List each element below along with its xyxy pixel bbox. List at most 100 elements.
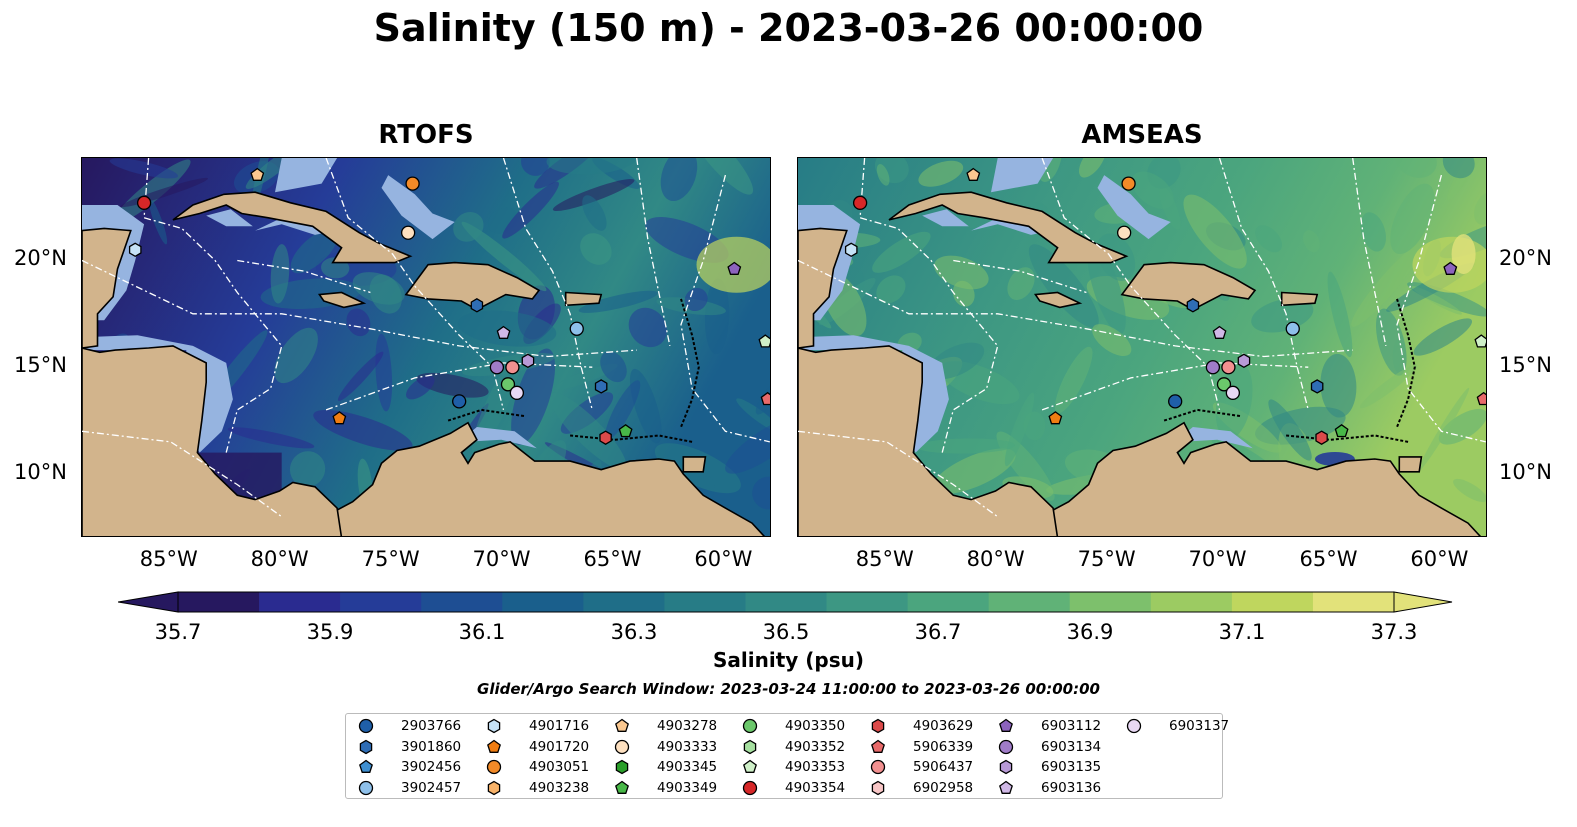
colorbar-segment: [502, 592, 584, 612]
colorbar-segment: [1231, 592, 1314, 612]
float-4903354[interactable]: [852, 195, 868, 210]
legend-marker-hexagon-icon: [359, 739, 373, 754]
legend-label: 4903278: [657, 718, 718, 734]
colorbar-segment: [826, 592, 909, 612]
float-6903134[interactable]: [1205, 360, 1221, 375]
colorbar: [117, 590, 1454, 614]
float-3901860[interactable]: [1310, 379, 1324, 394]
legend-label: 4903629: [913, 718, 974, 734]
float-4903354[interactable]: [136, 195, 152, 210]
legend-label: 4903350: [785, 718, 846, 734]
float-2903766[interactable]: [452, 394, 467, 409]
legend-marker-pentagon-icon: [999, 780, 1013, 794]
float-6903134[interactable]: [489, 360, 505, 375]
legend-label: 6903134: [1041, 738, 1102, 755]
map-panel-rtofs[interactable]: [81, 157, 771, 537]
float-3901860[interactable]: [594, 379, 608, 394]
panel-title-rtofs: RTOFS: [378, 120, 474, 150]
lon-tick-label: 75°W: [361, 547, 420, 571]
colorbar-segment: [664, 592, 746, 612]
float-5906437[interactable]: [1221, 360, 1236, 375]
float-3902457[interactable]: [1285, 321, 1300, 336]
legend-label: 6903136: [1041, 779, 1102, 796]
float-6903137[interactable]: [509, 385, 525, 400]
float-4903333[interactable]: [400, 225, 416, 240]
float-2903766[interactable]: [1168, 394, 1183, 409]
lon-tick-label: 85°W: [855, 547, 914, 571]
legend-marker-hexagon-icon: [487, 718, 501, 734]
colorbar-extend-min: [117, 591, 179, 613]
float-4903349[interactable]: [618, 424, 633, 438]
colorbar-segment: [1069, 592, 1152, 612]
float-4903353[interactable]: [1474, 334, 1487, 348]
float-4903051[interactable]: [1121, 176, 1136, 191]
legend-marker-pentagon-icon: [487, 739, 501, 753]
float-5906339[interactable]: [1476, 391, 1487, 406]
float-6903136[interactable]: [496, 325, 511, 339]
legend-marker-pentagon-icon: [615, 718, 629, 732]
colorbar-tick-label: 35.9: [306, 620, 354, 644]
float-3901860[interactable]: [1186, 298, 1200, 313]
legend-marker-circle-icon: [998, 739, 1014, 754]
colorbar-segment: [1312, 592, 1395, 612]
colorbar-segment: [259, 592, 341, 612]
float-4903051[interactable]: [405, 176, 420, 191]
float-4903333[interactable]: [1116, 225, 1132, 240]
float-3902457[interactable]: [569, 321, 584, 336]
legend-marker-hexagon-icon: [871, 718, 885, 734]
float-4901716[interactable]: [128, 242, 142, 258]
legend-marker-pentagon-icon: [615, 780, 629, 794]
legend-label: 4903349: [657, 779, 718, 796]
legend-marker-circle-icon: [742, 780, 758, 795]
float-4903350[interactable]: [1216, 377, 1232, 392]
float-4903629[interactable]: [1315, 430, 1328, 445]
float-5906437[interactable]: [505, 360, 520, 375]
float-4903349[interactable]: [1334, 424, 1349, 438]
legend-label: 3902456: [401, 759, 462, 775]
colorbar-tick-label: 36.7: [914, 620, 962, 644]
search-window-text: Glider/Argo Search Window: 2023-03-24 11…: [477, 680, 1100, 698]
colorbar-segment: [1150, 592, 1233, 612]
float-4901720[interactable]: [332, 411, 347, 425]
legend-label: 4903345: [657, 759, 718, 775]
legend-marker-circle-icon: [870, 759, 886, 775]
lon-tick-label: 65°W: [583, 547, 642, 571]
lon-tick-label: 70°W: [472, 547, 531, 571]
colorbar-segment: [340, 592, 422, 612]
lat-tick-label-left: 15°N: [14, 353, 67, 378]
legend-marker-hexagon-icon: [743, 739, 757, 754]
legend-marker-circle-icon: [1126, 718, 1142, 734]
legend-marker-pentagon-icon: [871, 739, 885, 753]
float-6903137[interactable]: [1225, 385, 1241, 400]
map-panel-amseas[interactable]: [797, 157, 1487, 537]
legend-label: 5906339: [913, 738, 974, 755]
float-4901720[interactable]: [1048, 411, 1063, 425]
float-4903278[interactable]: [966, 167, 981, 181]
colorbar-segment: [907, 592, 990, 612]
legend-marker-hexagon-icon: [871, 780, 885, 795]
legend-marker-hexagon-icon: [615, 759, 629, 775]
float-4901716[interactable]: [844, 242, 858, 258]
float-6903112[interactable]: [727, 261, 742, 275]
float-6903136[interactable]: [1212, 325, 1227, 339]
float-4903353[interactable]: [758, 334, 771, 348]
float-6903135[interactable]: [521, 353, 535, 369]
lon-tick-label: 80°W: [250, 547, 309, 571]
float-4903278[interactable]: [250, 167, 265, 181]
legend-label: 4903352: [785, 738, 846, 755]
float-6903112[interactable]: [1443, 261, 1458, 275]
legend-marker-circle-icon: [486, 759, 502, 775]
colorbar-segment: [178, 592, 260, 612]
float-legend: 2903766 3901860 3902456 3902457 4901716 49017…: [345, 713, 1229, 799]
legend-label: 6903137: [1169, 718, 1230, 734]
lon-tick-label: 85°W: [139, 547, 198, 571]
float-5906339[interactable]: [760, 391, 771, 406]
lon-tick-label: 80°W: [966, 547, 1025, 571]
float-6903135[interactable]: [1237, 353, 1251, 369]
float-4903629[interactable]: [599, 430, 612, 445]
float-3901860[interactable]: [470, 298, 484, 313]
legend-label: 4901720: [529, 738, 590, 755]
float-4903350[interactable]: [500, 377, 516, 392]
lat-tick-label-left: 10°N: [14, 459, 67, 484]
legend-label: 6903135: [1041, 759, 1102, 775]
